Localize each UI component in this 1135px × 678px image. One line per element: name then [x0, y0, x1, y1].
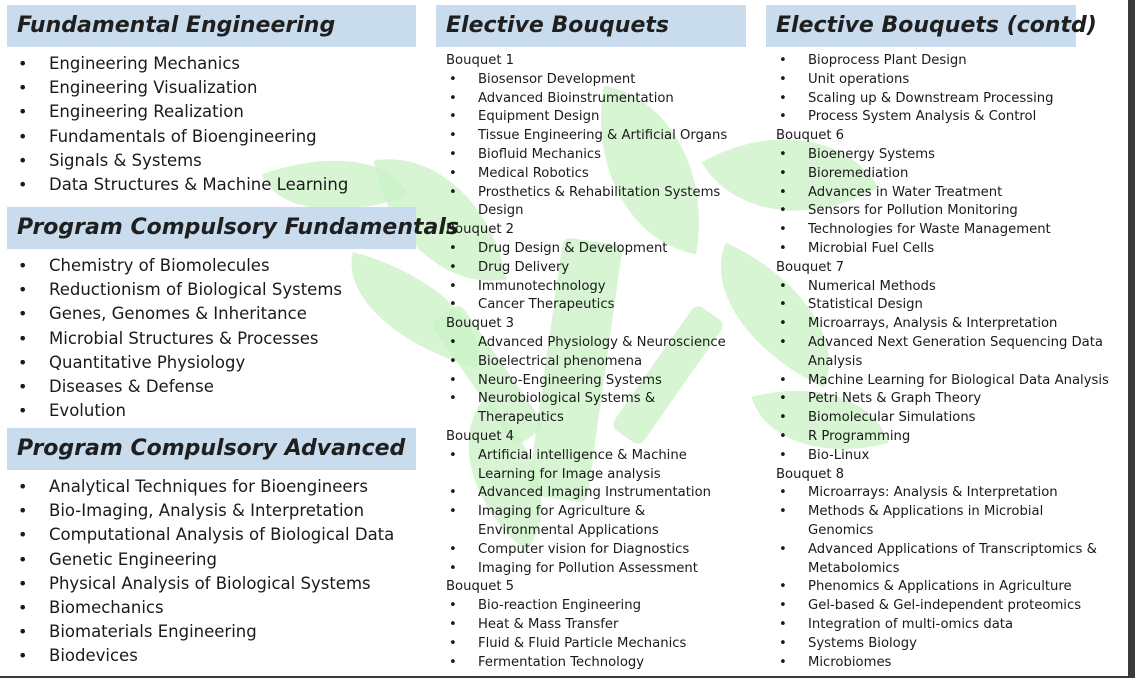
course-item: Bio-reaction Engineering [446, 597, 731, 616]
bouquet-label: Bouquet 4 [446, 428, 515, 444]
course-item: Technologies for Waste Management [776, 221, 1111, 240]
course-item: Biodevices [7, 644, 427, 668]
course-item: Neurobiological Systems & Therapeutics [446, 390, 731, 428]
pc-advanced-list: Analytical Techniques for BioengineersBi… [7, 475, 427, 669]
course-item: Data Structures & Machine Learning [7, 173, 417, 197]
course-item: Biosensor Development [446, 71, 731, 90]
course-item: Fundamentals of Bioengineering [7, 125, 417, 149]
course-item: Computational Analysis of Biological Dat… [7, 523, 427, 547]
course-item: Tissue Engineering & Artificial Organs [446, 127, 731, 146]
course-item: Advanced Bioinstrumentation [446, 90, 731, 109]
bouquet-label: Bouquet 2 [446, 222, 515, 238]
course-item: Biomechanics [7, 596, 427, 620]
course-item: Systems Biology [776, 635, 1111, 654]
course-item: Signals & Systems [7, 149, 417, 173]
course-item: Chemistry of Biomolecules [7, 254, 417, 278]
course-item: Cancer Therapeutics [446, 296, 731, 315]
course-item: Prosthetics & Rehabilitation Systems Des… [446, 184, 731, 222]
course-item: Advanced Applications of Transcriptomics… [776, 541, 1111, 579]
fundamental-list: Engineering MechanicsEngineering Visuali… [7, 52, 417, 197]
pc-advanced-header: Program Compulsory Advanced [7, 428, 416, 470]
course-item: Drug Design & Development [446, 240, 731, 259]
course-item: Imaging for Agriculture & Environmental … [446, 503, 731, 541]
bouquet-label: Bouquet 1 [446, 53, 515, 68]
course-item: Statistical Design [776, 296, 1111, 315]
course-item: Methods & Applications in Microbial Geno… [776, 503, 1111, 541]
course-item: Quantitative Physiology [7, 351, 417, 375]
course-item: Advanced Physiology & Neuroscience [446, 334, 731, 353]
course-item: Engineering Mechanics [7, 52, 417, 76]
course-item: Machine Learning for Biological Data Ana… [776, 372, 1111, 391]
course-item: Engineering Realization [7, 100, 417, 124]
course-item: Microarrays, Analysis & Interpretation [776, 315, 1111, 334]
bottom-border [0, 676, 1135, 678]
course-item: Gel-based & Gel-independent proteomics [776, 597, 1111, 616]
course-item: R Programming [776, 428, 1111, 447]
course-item: Phenomics & Applications in Agriculture [776, 578, 1111, 597]
course-item: Computer vision for Diagnostics [446, 541, 731, 560]
course-item: Numerical Methods [776, 278, 1111, 297]
course-item: Analytical Techniques for Bioengineers [7, 475, 427, 499]
course-item: Drug Delivery [446, 259, 731, 278]
elective-header: Elective Bouquets [436, 5, 746, 47]
course-item: Physical Analysis of Biological Systems [7, 572, 427, 596]
course-item: Imaging for Pollution Assessment [446, 560, 731, 579]
course-item: Heat & Mass Transfer [446, 616, 731, 635]
course-item: Bio-Imaging, Analysis & Interpretation [7, 499, 427, 523]
course-item: Integration of multi-omics data [776, 616, 1111, 635]
course-item: Biofluid Mechanics [446, 146, 731, 165]
pc-fundamentals-list: Chemistry of BiomoleculesReductionism of… [7, 254, 417, 424]
course-item: Sensors for Pollution Monitoring [776, 202, 1111, 221]
course-item: Advances in Water Treatment [776, 184, 1111, 203]
bouquet-label: Bouquet 7 [776, 259, 845, 275]
course-item: Medical Robotics [446, 165, 731, 184]
course-item: Process System Analysis & Control [776, 108, 1111, 127]
course-item: Microarrays: Analysis & Interpretation [776, 484, 1111, 503]
elective-bouquets: Bouquet 1 Biosensor DevelopmentAdvanced B… [446, 52, 731, 672]
course-item: Genetic Engineering [7, 548, 427, 572]
course-item: Engineering Visualization [7, 76, 417, 100]
course-item: Scaling up & Downstream Processing [776, 90, 1111, 109]
course-item: Advanced Imaging Instrumentation [446, 484, 731, 503]
course-item: Advanced Next Generation Sequencing Data… [776, 334, 1111, 372]
course-item: Biomaterials Engineering [7, 620, 427, 644]
course-item: Microbial Structures & Processes [7, 327, 417, 351]
course-item: Petri Nets & Graph Theory [776, 390, 1111, 409]
course-item: Reductionism of Biological Systems [7, 278, 417, 302]
course-item: Bioenergy Systems [776, 146, 1111, 165]
course-item: Genes, Genomes & Inheritance [7, 302, 417, 326]
bouquet-label: Bouquet 8 [776, 466, 845, 482]
course-item: Biomolecular Simulations [776, 409, 1111, 428]
bouquet-label: Bouquet 3 [446, 316, 515, 332]
pc-fundamentals-header: Program Compulsory Fundamentals [7, 207, 459, 249]
course-item: Bioprocess Plant Design [776, 52, 1111, 71]
bouquet-label: Bouquet 6 [776, 128, 845, 144]
course-item: Diseases & Defense [7, 375, 417, 399]
fundamental-header: Fundamental Engineering [7, 5, 416, 47]
course-item: Artificial intelligence & Machine Learni… [446, 447, 731, 485]
bouquet-label: Bouquet 5 [446, 579, 515, 595]
course-item: Evolution [7, 399, 417, 423]
elective-contd-header: Elective Bouquets (contd) [766, 5, 1097, 47]
course-item: Unit operations [776, 71, 1111, 90]
course-item: Microbiomes [776, 654, 1111, 673]
course-item: Microbial Fuel Cells [776, 240, 1111, 259]
course-item: Equipment Design [446, 108, 731, 127]
course-item: Bioremediation [776, 165, 1111, 184]
course-item: Fluid & Fluid Particle Mechanics [446, 635, 731, 654]
course-item: Neuro-Engineering Systems [446, 372, 731, 391]
course-item: Bio-Linux [776, 447, 1111, 466]
course-item: Fermentation Technology [446, 654, 731, 673]
right-border [1128, 0, 1135, 678]
elective-contd-bouquets: Bioprocess Plant DesignUnit operationsSc… [776, 52, 1111, 672]
course-item: Bioelectrical phenomena [446, 353, 731, 372]
course-item: Immunotechnology [446, 278, 731, 297]
